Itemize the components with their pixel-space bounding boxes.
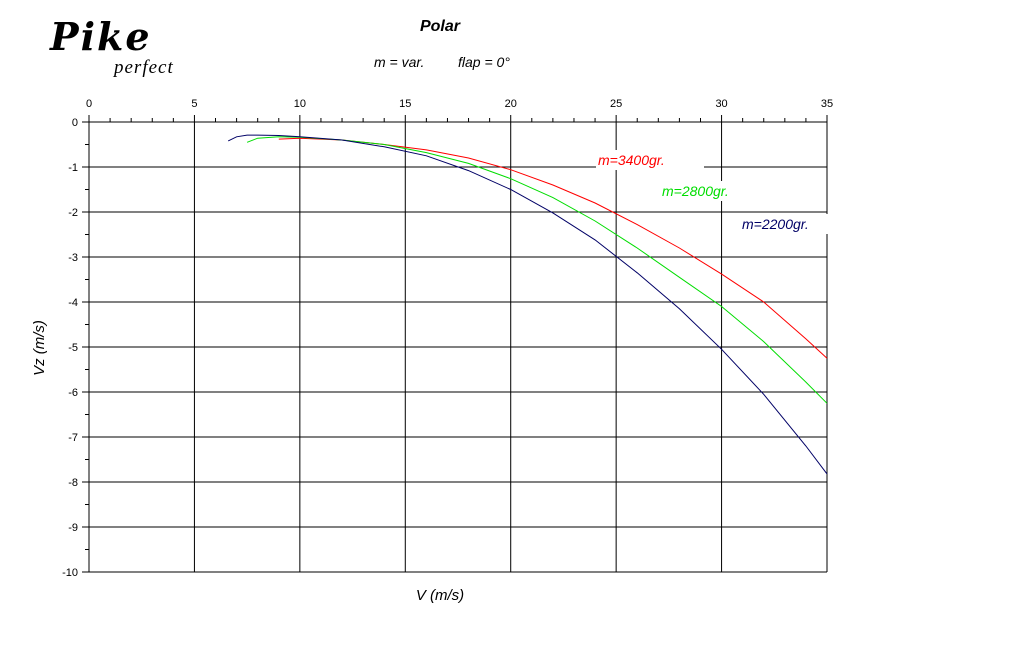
subtitle-mass: m = var. [374,54,425,70]
x-tick-label: 30 [715,98,727,110]
series-lines [227,134,828,475]
y-tick-label: -7 [68,432,78,444]
series-label-bg [740,214,836,234]
y-tick-label: -8 [68,477,78,489]
series-label-bg [596,150,704,170]
y-tick-label: -1 [68,162,78,174]
series-line-m-2200gr- [227,134,828,475]
series-label: m=3400gr. [598,152,665,168]
series-label: m=2200gr. [742,216,809,232]
grid [88,121,828,573]
logo-perfect: perfect [114,57,174,78]
y-tick-label: -10 [62,567,78,579]
y-tick-label: -2 [68,207,78,219]
series-label-bg [660,181,756,201]
x-tick-label: 5 [191,98,197,110]
axes: 0 5 10 15 20 25 30 35 0 -1 -2 -3 -4 -5 -6 -7 -8 -9 -10 [62,98,833,579]
series-label: m=2800gr. [662,183,729,199]
series-line-m-2800gr- [246,136,828,404]
y-axis-title: Vz (m/s) [31,320,48,376]
x-tick-label: 25 [610,98,622,110]
y-tick-label: 0 [72,117,78,129]
y-tick-label: -9 [68,522,78,534]
y-tick-label: -3 [68,252,78,264]
chart-title: Polar [419,18,460,35]
y-tick-label: -6 [68,387,78,399]
logo-pike: Pike [50,14,152,59]
subtitle-flap: flap = 0° [458,54,510,70]
y-tick-label: -4 [68,297,78,309]
x-tick-label: 0 [86,98,92,110]
x-tick-label: 35 [821,98,833,110]
y-tick-label: -5 [68,342,78,354]
x-axis-title: V (m/s) [416,587,464,604]
series-labels: m=3400gr. m=2800gr. m=2200gr. [596,150,836,234]
x-tick-label: 10 [294,98,306,110]
x-tick-label: 15 [399,98,411,110]
x-tick-label: 20 [505,98,517,110]
